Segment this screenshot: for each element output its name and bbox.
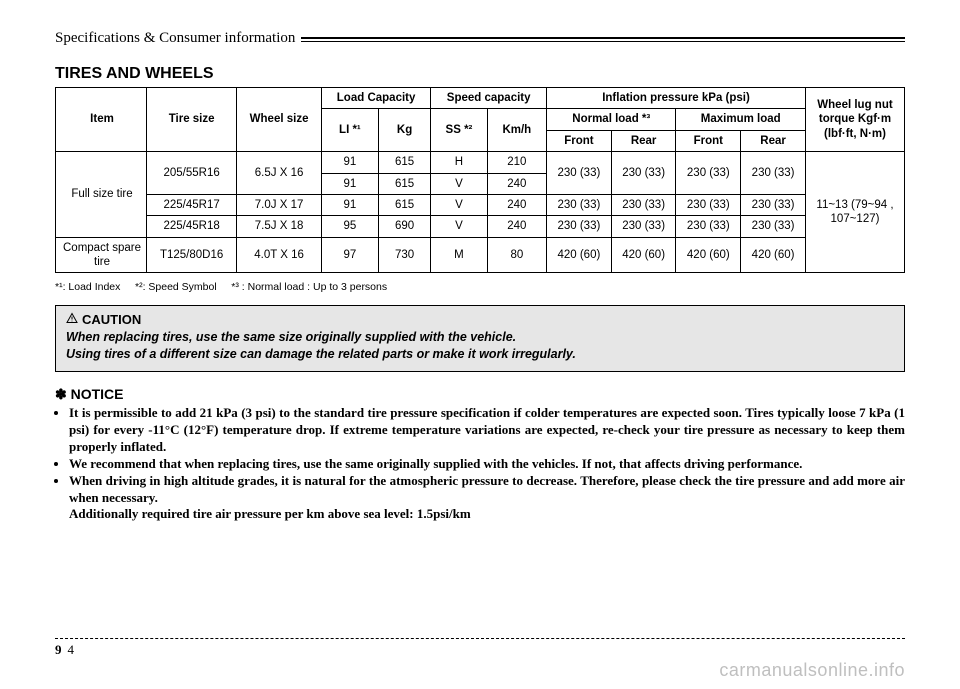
th-ml-rear: Rear [741,130,806,151]
cell-kg: 690 [378,216,430,237]
cell-tire-size: T125/80D16 [147,237,237,273]
notice-item: It is permissible to add 21 kPa (3 psi) … [69,405,905,456]
cell-press-mf: 230 (33) [676,194,741,215]
cell-wheel-size: 4.0T X 16 [237,237,322,273]
cell-press-nr: 230 (33) [611,216,676,237]
th-nl-rear: Rear [611,130,676,151]
page: Specifications & Consumer information TI… [0,0,960,523]
cell-kg: 615 [378,152,430,173]
page-number: 94 [55,642,74,657]
cell-press-mr: 420 (60) [741,237,806,273]
th-wheel-size: Wheel size [237,88,322,152]
cell-li: 91 [321,173,378,194]
cell-press-nr: 420 (60) [611,237,676,273]
cell-press-nr: 230 (33) [611,194,676,215]
cell-kg: 615 [378,173,430,194]
cell-wheel-size: 7.0J X 17 [237,194,322,215]
th-ss: SS *² [431,109,487,152]
table-row: Compact spare tire T125/80D16 4.0T X 16 … [56,237,905,273]
th-kg: Kg [378,109,430,152]
cell-press-mr: 230 (33) [741,216,806,237]
cell-ss: V [431,216,487,237]
table-row: Full size tire 205/55R16 6.5J X 16 91 61… [56,152,905,173]
caution-line-2: Using tires of a different size can dama… [66,347,576,361]
caution-title-row: CAUTION [66,312,894,327]
th-li: LI *¹ [321,109,378,152]
cell-item: Full size tire [56,152,147,238]
th-tire-size: Tire size [147,88,237,152]
cell-press-mr: 230 (33) [741,194,806,215]
th-normal-load: Normal load *³ [547,109,676,130]
th-load-capacity: Load Capacity [321,88,430,109]
cell-press-mf: 420 (60) [676,237,741,273]
notice-list: It is permissible to add 21 kPa (3 psi) … [55,405,905,523]
th-lug-nut: Wheel lug nut torque Kgf·m (lbf·ft, N·m) [806,88,905,152]
cell-press-nf: 230 (33) [547,194,612,215]
cell-tire-size: 205/55R16 [147,152,237,195]
cell-press-mf: 230 (33) [676,216,741,237]
tires-table: Item Tire size Wheel size Load Capacity … [55,87,905,273]
section-title: TIRES AND WHEELS [55,65,905,83]
caution-body: When replacing tires, use the same size … [66,329,894,363]
watermark: carmanualsonline.info [719,660,905,681]
header-row: Specifications & Consumer information [55,30,905,47]
cell-tire-size: 225/45R18 [147,216,237,237]
cell-ss: M [431,237,487,273]
cell-press-mf: 230 (33) [676,152,741,195]
page-footer: 94 [55,638,905,659]
page-num: 4 [68,642,75,657]
th-speed-capacity: Speed capacity [431,88,547,109]
table-row: 225/45R17 7.0J X 17 91 615 V 240 230 (33… [56,194,905,215]
cell-kg: 730 [378,237,430,273]
cell-kg: 615 [378,194,430,215]
cell-kmh: 240 [487,194,546,215]
notice-title: ✽ NOTICE [55,386,905,403]
th-ml-front: Front [676,130,741,151]
cell-press-nf: 230 (33) [547,216,612,237]
footnotes: *¹: Load Index *²: Speed Symbol *³ : Nor… [55,281,905,293]
cell-tire-size: 225/45R17 [147,194,237,215]
cell-li: 97 [321,237,378,273]
footnote-3: *³ : Normal load : Up to 3 persons [231,281,387,293]
cell-ss: H [431,152,487,173]
header-title: Specifications & Consumer information [55,30,301,47]
cell-press-nf: 420 (60) [547,237,612,273]
section-number: 9 [55,642,62,657]
cell-kmh: 240 [487,173,546,194]
cell-wheel-size: 6.5J X 16 [237,152,322,195]
cell-li: 91 [321,152,378,173]
cell-ss: V [431,194,487,215]
th-inflation: Inflation pressure kPa (psi) [547,88,806,109]
th-maximum-load: Maximum load [676,109,806,130]
cell-item: Compact spare tire [56,237,147,273]
th-nl-front: Front [547,130,612,151]
caution-line-1: When replacing tires, use the same size … [66,330,516,344]
cell-press-mr: 230 (33) [741,152,806,195]
th-kmh: Km/h [487,109,546,152]
caution-label: CAUTION [82,312,141,327]
footnote-1: *¹: Load Index [55,281,120,293]
cell-lug-value: 11~13 (79~94 , 107~127) [806,152,905,273]
notice-item: We recommend that when replacing tires, … [69,456,905,473]
notice-item: When driving in high altitude grades, it… [69,473,905,524]
th-item: Item [56,88,147,152]
warning-icon [66,312,78,327]
cell-press-nr: 230 (33) [611,152,676,195]
cell-kmh: 80 [487,237,546,273]
caution-box: CAUTION When replacing tires, use the sa… [55,305,905,372]
cell-kmh: 240 [487,216,546,237]
table-row: 225/45R18 7.5J X 18 95 690 V 240 230 (33… [56,216,905,237]
header-rule [301,37,905,42]
cell-ss: V [431,173,487,194]
cell-li: 95 [321,216,378,237]
cell-li: 91 [321,194,378,215]
footnote-2: *²: Speed Symbol [135,281,217,293]
cell-wheel-size: 7.5J X 18 [237,216,322,237]
cell-press-nf: 230 (33) [547,152,612,195]
cell-kmh: 210 [487,152,546,173]
